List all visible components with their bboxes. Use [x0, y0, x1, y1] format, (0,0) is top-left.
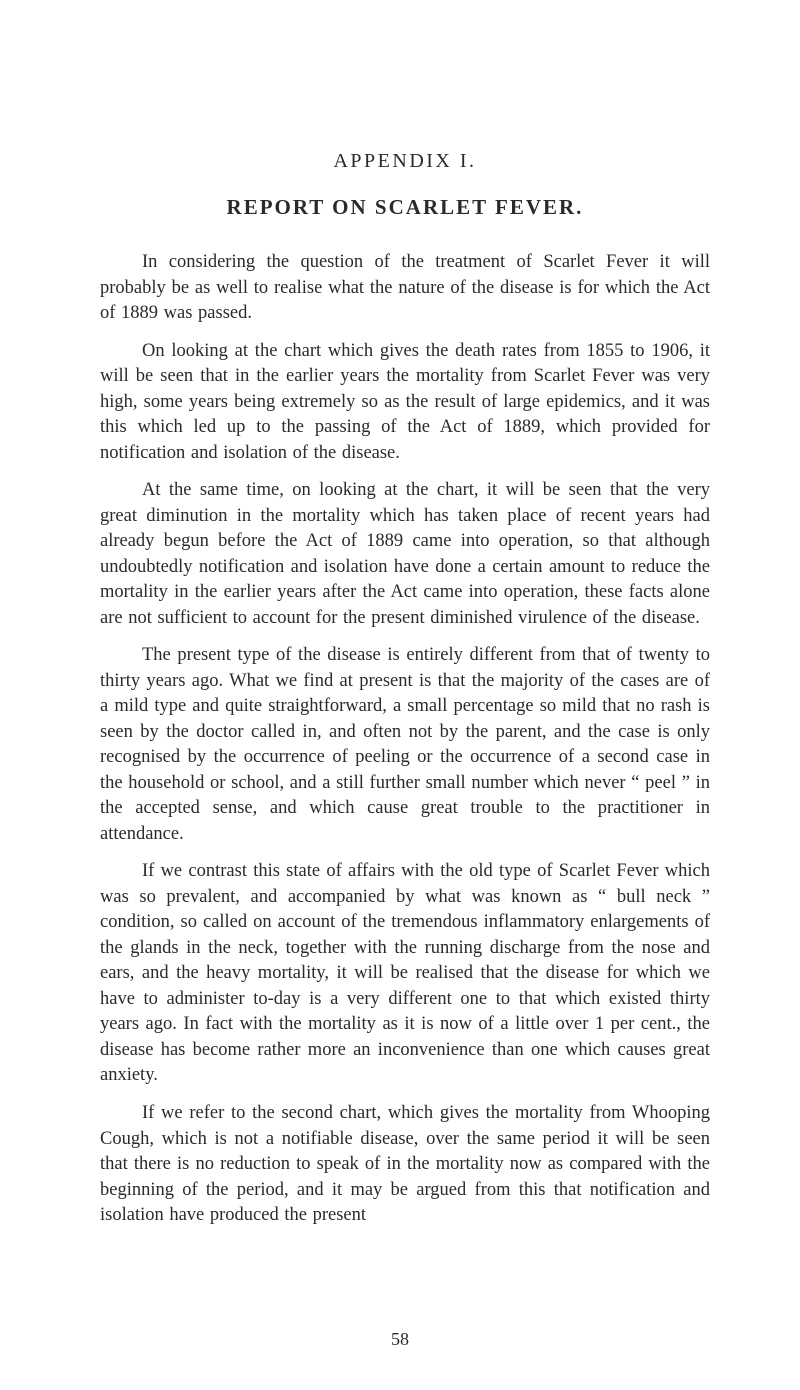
body-paragraph: If we refer to the second chart, which g…: [100, 1101, 710, 1229]
report-title: REPORT ON SCARLET FEVER.: [100, 195, 710, 220]
appendix-heading: APPENDIX I.: [100, 150, 710, 173]
body-paragraph: At the same time, on looking at the char…: [100, 478, 710, 631]
document-page: APPENDIX I. REPORT ON SCARLET FEVER. In …: [0, 0, 800, 1390]
body-paragraph: If we contrast this state of affairs wit…: [100, 859, 710, 1089]
body-paragraph: The present type of the disease is entir…: [100, 643, 710, 847]
body-paragraph: On looking at the chart which gives the …: [100, 339, 710, 467]
body-paragraph: In considering the question of the treat…: [100, 250, 710, 327]
page-number: 58: [0, 1329, 800, 1350]
